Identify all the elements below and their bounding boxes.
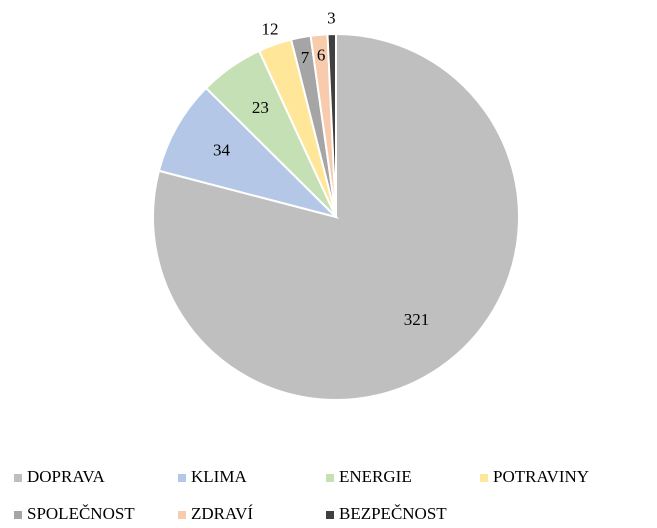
legend-swatch xyxy=(178,511,186,519)
pie-slice xyxy=(157,86,340,219)
legend-label: BEZPEČNOST xyxy=(339,504,447,523)
legend-swatch xyxy=(178,474,186,482)
legend-swatch xyxy=(14,511,22,519)
legend-label: SPOLEČNOST xyxy=(27,504,135,523)
data-label: 6 xyxy=(317,46,326,65)
data-label: 3 xyxy=(327,8,336,27)
data-label: 7 xyxy=(301,48,310,67)
legend-label: ZDRAVÍ xyxy=(191,504,253,523)
legend-label: KLIMA xyxy=(191,467,247,486)
legend-label: ENERGIE xyxy=(339,467,412,486)
legend-label: POTRAVINY xyxy=(493,467,589,486)
pie-slice xyxy=(326,32,337,218)
data-label: 34 xyxy=(213,141,231,160)
data-label: 12 xyxy=(262,20,279,39)
pie-slice xyxy=(152,32,520,401)
legend-swatch xyxy=(326,474,334,482)
legend-swatch xyxy=(14,474,22,482)
data-label: 321 xyxy=(404,310,430,329)
legend-swatch xyxy=(480,474,488,482)
legend-label: DOPRAVA xyxy=(27,467,106,486)
legend-swatch xyxy=(326,511,334,519)
data-label: 23 xyxy=(252,98,269,117)
